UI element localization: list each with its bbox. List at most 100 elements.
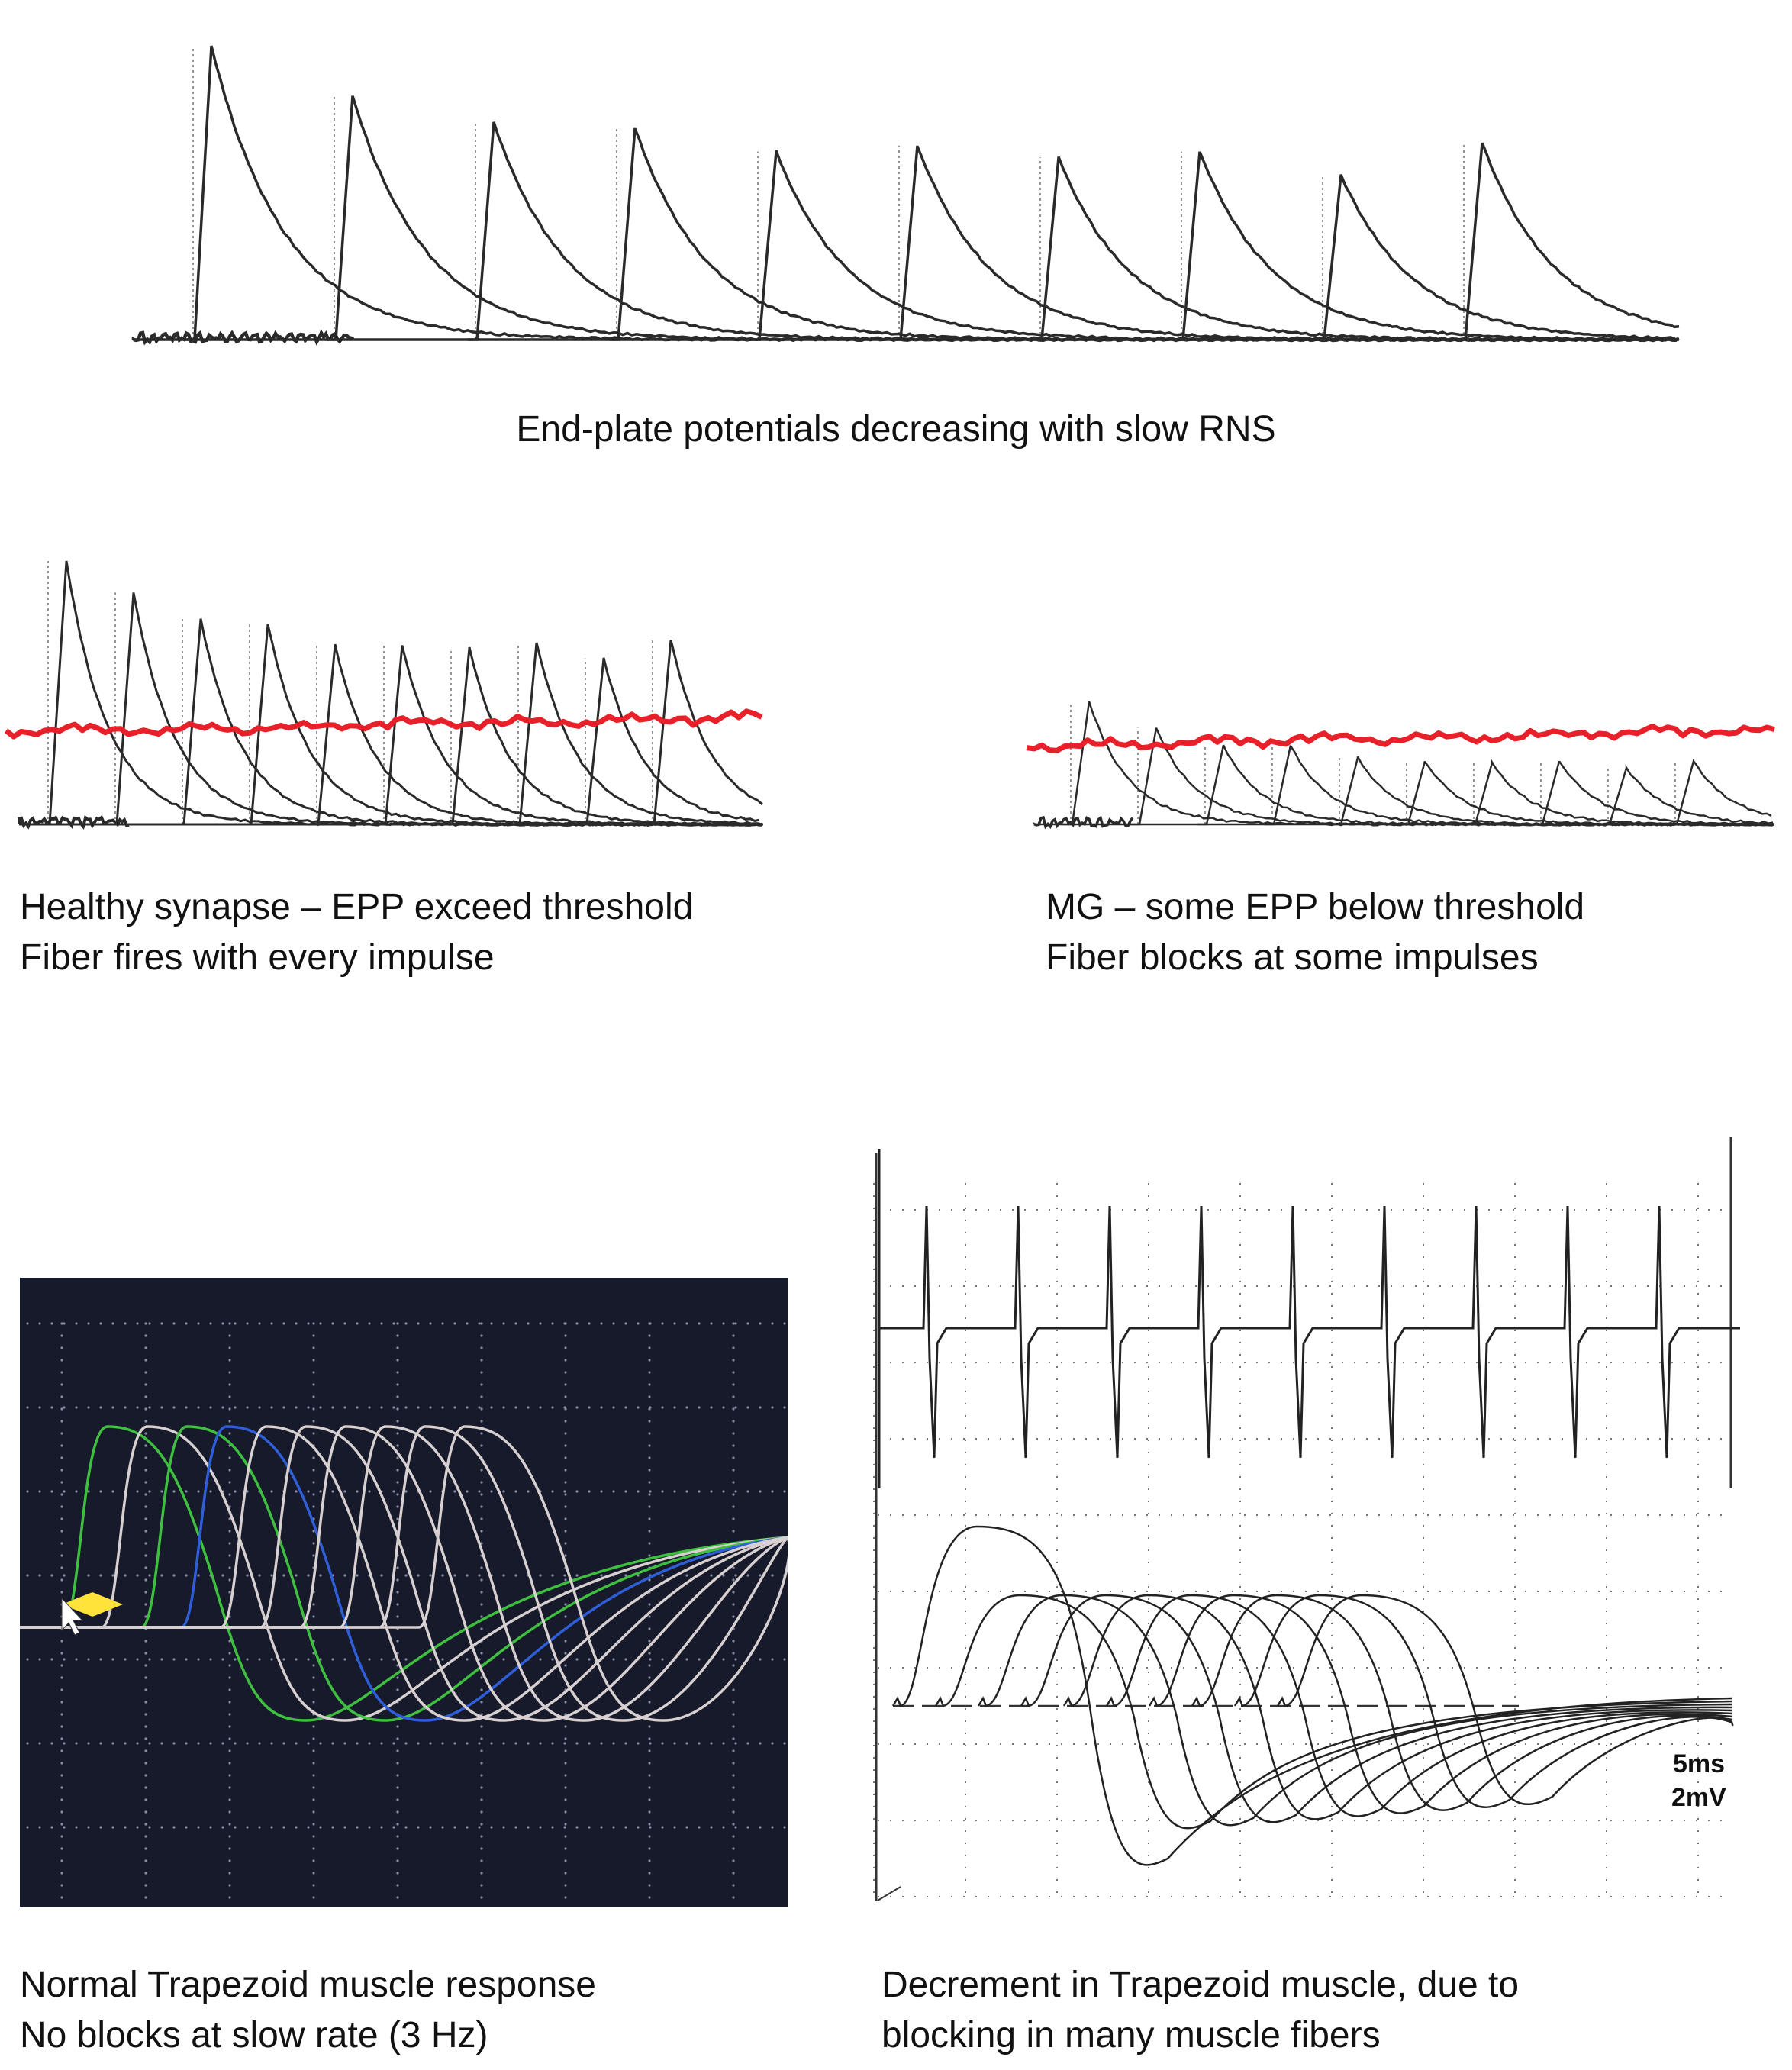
grid-dot <box>312 1762 315 1765</box>
grid-dot <box>564 1530 567 1533</box>
epp-trace <box>1600 764 1774 826</box>
grid-dot <box>144 1798 147 1801</box>
grid-dot <box>732 1774 735 1777</box>
grid-dot <box>564 1383 567 1386</box>
cmap-response-trace <box>1191 1594 1733 1811</box>
cmap-response-trace <box>977 1594 1733 1827</box>
grid-dot <box>312 1676 315 1679</box>
grid-dot <box>732 1823 735 1826</box>
grid-dot <box>228 1334 231 1337</box>
grid-dot <box>600 1742 603 1745</box>
mg-synapse-traces <box>1026 701 1775 830</box>
grid-dot <box>368 1826 371 1829</box>
decrement-trapezoid-figure: 5ms 2mV <box>862 1137 1740 1916</box>
grid-dot <box>661 1490 664 1493</box>
grid-dot <box>228 1798 231 1801</box>
grid-dot <box>429 1406 432 1409</box>
grid-dot <box>228 1835 231 1838</box>
grid-dot <box>312 1884 315 1887</box>
grid-dot <box>722 1574 725 1577</box>
grid-dot <box>480 1395 483 1398</box>
grid-dot <box>396 1896 399 1899</box>
grid-dot <box>319 1658 322 1661</box>
grid-dot <box>396 1469 399 1472</box>
grid-dot <box>396 1652 399 1655</box>
grid-dot <box>759 1574 762 1577</box>
normal-trapezoid-screen <box>20 1278 788 1907</box>
grid-dot <box>551 1658 554 1661</box>
grid-dot <box>637 1490 640 1493</box>
grid-dot <box>710 1406 713 1409</box>
grid-dot <box>60 1835 63 1838</box>
grid-dot <box>136 1742 139 1745</box>
caption-healthy-synapse: Healthy synapse – EPP exceed threshold F… <box>20 882 693 983</box>
grid-dot <box>466 1742 469 1745</box>
grid-dot <box>148 1322 151 1325</box>
grid-dot <box>60 1749 63 1752</box>
grid-dot <box>295 1406 298 1409</box>
normal-trapezoid-traces <box>20 1278 788 1907</box>
grid-dot <box>732 1444 735 1447</box>
grid-dot <box>710 1742 713 1745</box>
grid-dot <box>648 1640 651 1643</box>
grid-dot <box>87 1574 90 1577</box>
grid-dot <box>136 1322 139 1325</box>
grid-dot <box>396 1640 399 1643</box>
grid-dot <box>38 1826 41 1829</box>
grid-dot <box>228 1688 231 1691</box>
healthy-synapse-traces <box>4 560 763 830</box>
grid-dot <box>661 1826 664 1829</box>
grid-dot <box>258 1406 261 1409</box>
grid-dot <box>417 1742 420 1745</box>
grid-dot <box>60 1530 63 1533</box>
grid-dot <box>282 1574 285 1577</box>
grid-dot <box>732 1530 735 1533</box>
grid-dot <box>307 1490 310 1493</box>
grid-dot <box>732 1762 735 1765</box>
grid-dot <box>396 1786 399 1789</box>
grid-dot <box>172 1574 176 1577</box>
grid-dot <box>396 1749 399 1752</box>
grid-dot <box>136 1826 139 1829</box>
grid-dot <box>75 1742 78 1745</box>
grid-dot <box>380 1322 383 1325</box>
cmap-response-trace <box>1148 1594 1733 1814</box>
grid-dot <box>368 1406 371 1409</box>
grid-dot <box>685 1658 688 1661</box>
grid-dot <box>404 1574 408 1577</box>
grid-dot <box>228 1762 231 1765</box>
grid-dot <box>722 1322 725 1325</box>
grid-dot <box>734 1490 737 1493</box>
grid-dot <box>312 1786 315 1789</box>
grid-dot <box>63 1658 66 1661</box>
grid-dot <box>380 1574 383 1577</box>
grid-dot <box>673 1742 676 1745</box>
grid-dot <box>209 1826 212 1829</box>
grid-dot <box>396 1420 399 1423</box>
grid-dot <box>673 1322 676 1325</box>
cmap-trace <box>20 1425 788 1722</box>
grid-dot <box>648 1371 651 1374</box>
grid-dot <box>734 1574 737 1577</box>
grid-dot <box>396 1517 399 1520</box>
grid-dot <box>722 1826 725 1829</box>
grid-dot <box>172 1658 176 1661</box>
grid-dot <box>480 1407 483 1411</box>
grid-dot <box>228 1810 231 1814</box>
grid-dot <box>38 1406 41 1409</box>
grid-dot <box>312 1859 315 1862</box>
grid-dot <box>60 1701 63 1704</box>
grid-dot <box>343 1490 346 1493</box>
caption-epp-decreasing-text: End-plate potentials decreasing with slo… <box>516 409 1276 450</box>
grid-dot <box>564 1542 567 1545</box>
grid-dot <box>144 1737 147 1740</box>
grid-dot <box>209 1742 212 1745</box>
grid-dot <box>60 1664 63 1667</box>
grid-dot <box>392 1406 395 1409</box>
grid-dot <box>396 1334 399 1337</box>
grid-dot <box>396 1676 399 1679</box>
grid-dot <box>527 1406 530 1409</box>
grid-dot <box>732 1725 735 1728</box>
grid-dot <box>480 1725 483 1728</box>
cmap-trace <box>20 1425 788 1722</box>
